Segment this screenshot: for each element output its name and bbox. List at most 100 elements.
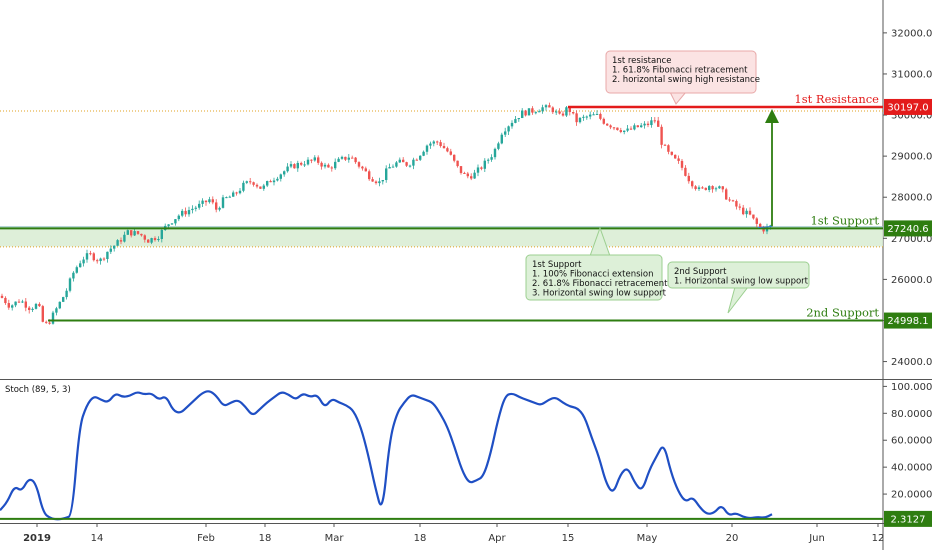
candle-body	[303, 164, 306, 166]
candle-body	[476, 167, 480, 173]
candle-body	[544, 105, 548, 108]
time-tick-label: 20	[726, 533, 739, 544]
candle-body	[524, 110, 527, 116]
candle-body	[388, 167, 391, 169]
candle-body	[436, 141, 439, 143]
candle-body	[459, 166, 463, 173]
support1-note-line: 1. 100% Fibonacci extension	[532, 270, 654, 280]
candle-body	[453, 154, 456, 161]
candle-body	[99, 258, 102, 262]
candle-body	[24, 301, 27, 308]
candle-body	[595, 113, 599, 115]
candle-body	[711, 186, 714, 190]
candle-body	[408, 165, 412, 167]
candle-body	[34, 303, 38, 309]
candle-body	[480, 167, 483, 169]
candle-body	[143, 235, 146, 240]
candle-body	[602, 118, 605, 124]
candle-body	[96, 260, 99, 262]
support-zone-band	[0, 227, 883, 247]
resistance-note-line: 1. 61.8% Fibonacci retracement	[612, 66, 748, 76]
resistance-note-line: 1st resistance	[612, 56, 671, 66]
candle-body	[517, 118, 520, 120]
candle-body	[497, 143, 500, 149]
candle-body	[283, 171, 286, 175]
candle-body	[558, 111, 561, 114]
stoch-value-tag-bg	[884, 510, 932, 527]
support1-label: 1st Support	[810, 213, 879, 227]
support1-note-box	[525, 254, 663, 301]
candle-body	[378, 181, 381, 184]
candle-body	[201, 200, 204, 204]
candle-body	[218, 207, 221, 210]
candle-body	[599, 113, 602, 119]
candle-body	[4, 297, 7, 304]
stoch-value-tag: 2.3127	[891, 514, 926, 525]
candle-body	[272, 180, 276, 183]
candle-body	[109, 248, 112, 252]
candle-body	[238, 190, 242, 194]
candle-body	[514, 119, 517, 123]
candle-body	[153, 238, 157, 241]
candle-body	[551, 107, 554, 113]
candle-body	[415, 159, 418, 161]
candle-body	[368, 171, 371, 180]
candle-body	[269, 181, 272, 183]
candle-body	[752, 214, 755, 219]
candle-body	[466, 173, 469, 177]
candle-body	[769, 225, 772, 227]
candle-body	[504, 131, 507, 135]
candle-body	[119, 240, 123, 242]
support2-note-box	[667, 261, 810, 289]
resistance-label: 1st Resistance	[794, 92, 879, 106]
candle-body	[310, 159, 313, 161]
candle-body	[670, 151, 673, 155]
candles	[0, 102, 772, 325]
candle-body	[755, 218, 758, 224]
candle-body	[684, 167, 687, 176]
candle-body	[75, 267, 78, 273]
candle-body	[616, 127, 619, 131]
candle-body	[17, 301, 21, 303]
candle-body	[31, 308, 34, 310]
support1-note-line: 2. 61.8% Fibonacci retracement	[532, 279, 668, 289]
candle-body	[252, 182, 255, 185]
stoch-tick-label: 60.0000	[891, 436, 932, 447]
candle-body	[745, 210, 748, 215]
time-tick-label: May	[637, 533, 658, 544]
candle-body	[221, 197, 225, 208]
time-tick-label: Apr	[488, 533, 506, 544]
stoch-tick-label: 100.0000	[891, 382, 932, 393]
candle-body	[718, 186, 721, 189]
candle-body	[619, 130, 622, 133]
resistance-note-pointer	[669, 91, 688, 105]
candle-body	[609, 125, 612, 128]
candle-body	[262, 185, 265, 189]
candle-body	[344, 156, 347, 160]
candle-body	[68, 278, 72, 291]
candle-body	[691, 181, 694, 187]
candle-body	[211, 199, 214, 203]
candle-body	[167, 224, 170, 226]
candle-body	[422, 151, 425, 156]
price-tick-label: 24000.0	[891, 357, 932, 368]
candle-body	[340, 156, 344, 159]
candle-body	[521, 110, 524, 119]
candle-body	[102, 258, 106, 260]
candle-body	[150, 238, 153, 243]
candle-body	[568, 107, 571, 113]
candle-body	[687, 175, 690, 182]
candle-body	[487, 159, 490, 161]
support-zone	[0, 110, 883, 248]
candle-body	[439, 142, 442, 147]
candle-body	[320, 162, 323, 167]
candle-body	[130, 230, 133, 236]
candle-body	[327, 164, 330, 168]
candle-body	[140, 233, 143, 236]
candle-body	[640, 125, 643, 128]
candle-body	[623, 130, 626, 133]
candle-body	[48, 322, 51, 324]
candle-body	[456, 160, 459, 167]
candle-body	[293, 164, 296, 169]
candle-body	[279, 174, 282, 179]
